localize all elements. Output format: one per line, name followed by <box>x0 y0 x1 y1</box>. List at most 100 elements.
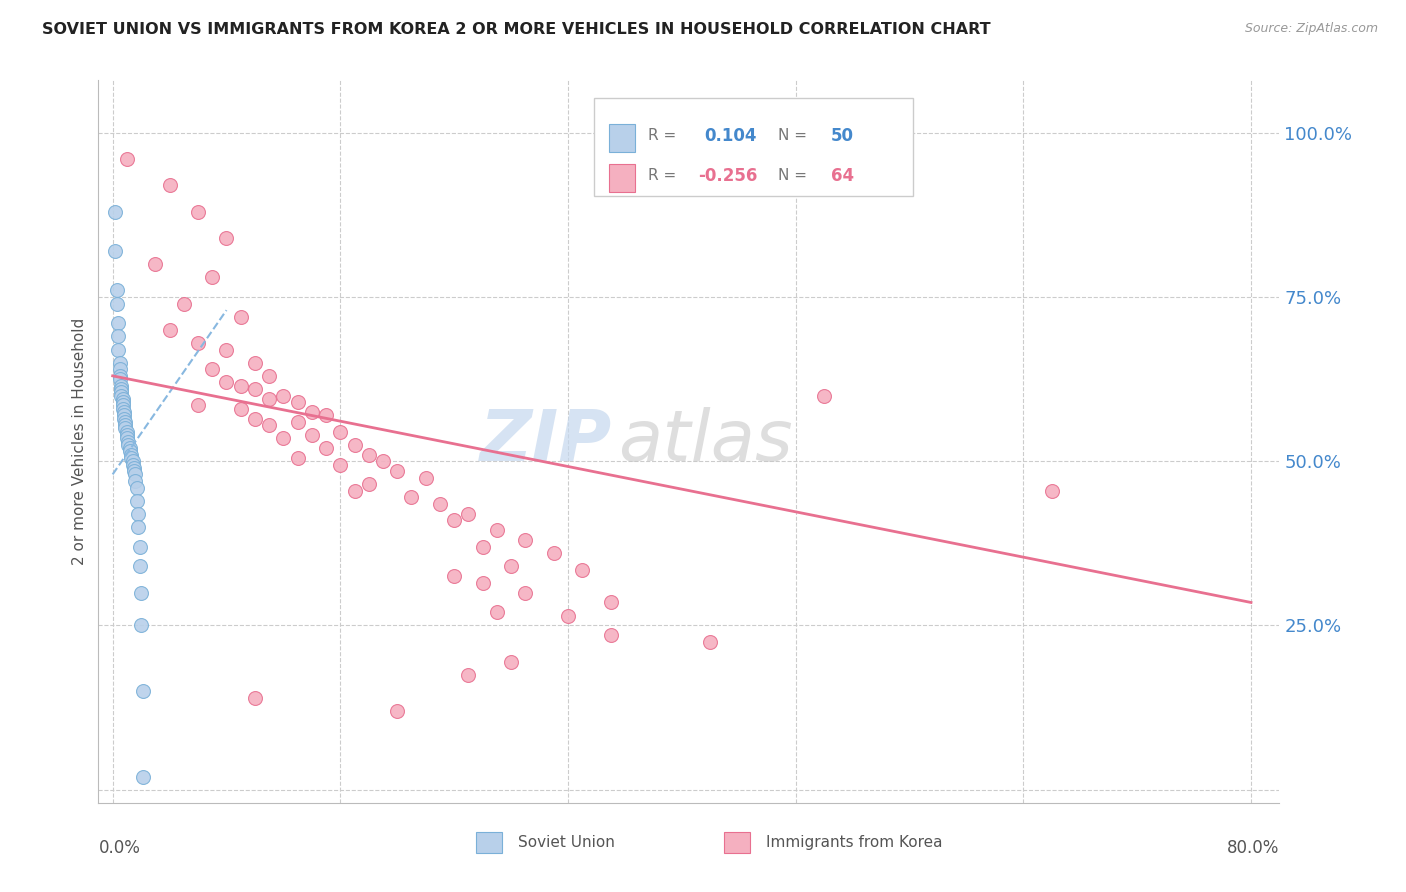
Point <box>107 316 129 330</box>
Point <box>111 401 134 416</box>
Point <box>243 690 266 705</box>
Point <box>599 595 621 609</box>
Point <box>111 398 134 412</box>
Point <box>329 425 352 439</box>
Point <box>387 464 409 478</box>
Point <box>257 418 280 433</box>
Point <box>112 411 135 425</box>
Point <box>114 415 136 429</box>
Point <box>443 513 465 527</box>
Text: Source: ZipAtlas.com: Source: ZipAtlas.com <box>1244 22 1378 36</box>
Text: R =: R = <box>648 128 676 144</box>
Point <box>273 431 295 445</box>
Point <box>257 392 280 406</box>
Point <box>107 343 129 357</box>
Text: Immigrants from Korea: Immigrants from Korea <box>766 835 942 850</box>
Point <box>187 398 209 412</box>
Point <box>599 628 621 642</box>
Point <box>127 520 149 534</box>
Point <box>443 569 465 583</box>
Point <box>108 362 131 376</box>
Point <box>215 376 238 390</box>
Point <box>104 244 127 258</box>
Bar <box>595 98 914 196</box>
Point <box>131 770 153 784</box>
Point <box>124 467 146 482</box>
Text: 0.0%: 0.0% <box>98 838 141 857</box>
Text: N =: N = <box>778 128 807 144</box>
Point <box>229 378 252 392</box>
Point <box>121 454 143 468</box>
Point <box>104 204 127 219</box>
Point <box>108 368 131 383</box>
Point <box>114 418 136 433</box>
Point <box>343 483 366 498</box>
Point <box>122 460 145 475</box>
Point <box>125 493 148 508</box>
Point <box>125 481 148 495</box>
Point <box>129 618 152 632</box>
Point <box>128 540 150 554</box>
Point <box>485 523 508 537</box>
Point <box>115 428 138 442</box>
Text: 50: 50 <box>831 127 853 145</box>
Point <box>201 362 224 376</box>
Text: -0.256: -0.256 <box>699 167 758 185</box>
Text: R =: R = <box>648 169 676 183</box>
Point <box>543 546 565 560</box>
Point <box>128 559 150 574</box>
Point <box>243 382 266 396</box>
Point <box>122 464 145 478</box>
Point <box>273 388 295 402</box>
Point <box>115 431 138 445</box>
Point <box>121 458 143 472</box>
Bar <box>724 831 751 854</box>
Point <box>301 428 323 442</box>
Point <box>120 450 142 465</box>
Point <box>429 497 451 511</box>
Text: 0.104: 0.104 <box>704 127 756 145</box>
Point <box>112 409 135 423</box>
Point <box>187 336 209 351</box>
Point <box>110 388 132 402</box>
Point <box>315 409 337 423</box>
Point <box>111 395 134 409</box>
Point <box>173 296 195 310</box>
Point <box>229 310 252 324</box>
Point <box>243 356 266 370</box>
Point <box>457 667 479 681</box>
Point <box>159 178 181 193</box>
Point <box>415 471 437 485</box>
Point <box>111 392 134 406</box>
Point <box>110 385 132 400</box>
Point <box>118 441 141 455</box>
Text: atlas: atlas <box>619 407 793 476</box>
Text: N =: N = <box>778 169 807 183</box>
Point <box>301 405 323 419</box>
Point <box>201 270 224 285</box>
Point <box>343 438 366 452</box>
Point <box>110 382 132 396</box>
Point <box>117 438 139 452</box>
Point <box>127 507 149 521</box>
Point <box>287 415 309 429</box>
Text: ZIP: ZIP <box>479 407 612 476</box>
Text: 64: 64 <box>831 167 853 185</box>
Point <box>557 608 579 623</box>
Point <box>357 448 380 462</box>
Point <box>115 425 138 439</box>
Point <box>357 477 380 491</box>
Point <box>124 474 146 488</box>
Bar <box>477 831 502 854</box>
Point <box>110 378 132 392</box>
Point <box>215 343 238 357</box>
Text: Soviet Union: Soviet Union <box>517 835 614 850</box>
Point <box>114 421 136 435</box>
Point <box>108 356 131 370</box>
Point <box>813 388 835 402</box>
Point <box>287 395 309 409</box>
Point <box>159 323 181 337</box>
Point <box>471 575 494 590</box>
Point <box>120 448 142 462</box>
Point <box>699 635 721 649</box>
